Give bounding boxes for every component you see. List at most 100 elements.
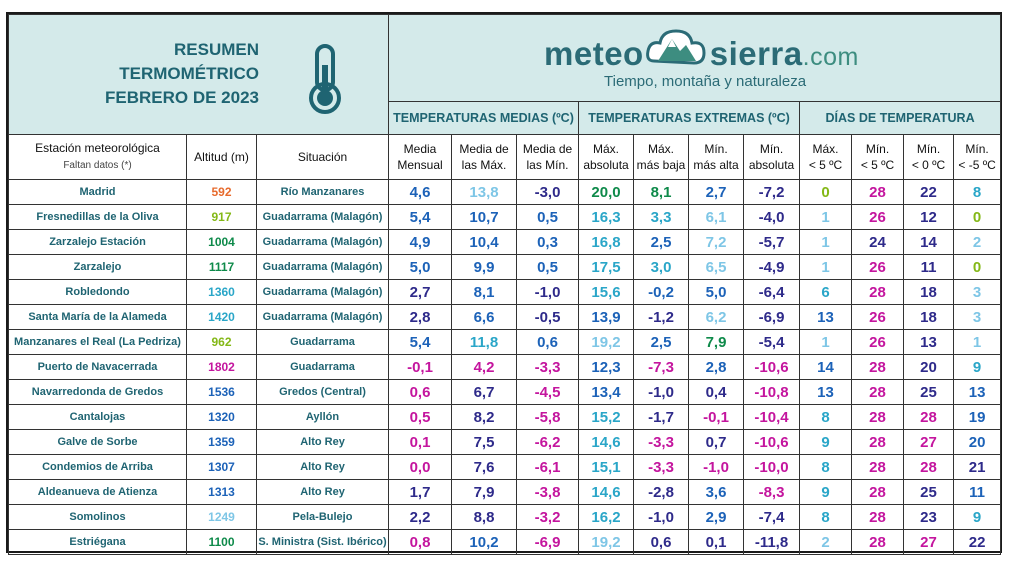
station-name: Galve de Sorbe xyxy=(8,429,187,455)
temperature-value: 0,5 xyxy=(388,404,453,430)
day-count-value: 26 xyxy=(851,304,905,330)
location-value: Río Manzanares xyxy=(255,179,390,205)
day-count-value: 28 xyxy=(851,454,905,480)
day-count-value: 22 xyxy=(903,179,955,205)
altitude-value: 1100 xyxy=(186,529,257,555)
temperature-value: 8,1 xyxy=(633,179,690,205)
temperature-value: 2,8 xyxy=(688,354,745,380)
table-row: Galve de Sorbe 1359 Alto Rey 0,1 7,5 -6,2 14,6… xyxy=(8,429,1002,455)
day-count-value: 0 xyxy=(953,254,1002,280)
temperature-value: -3,3 xyxy=(516,354,580,380)
col-header-min-absoluta: Mín. absoluta xyxy=(743,134,801,180)
day-count-value: 8 xyxy=(799,454,853,480)
temperature-value: 0,6 xyxy=(516,329,580,355)
temperature-value: 0,1 xyxy=(388,429,453,455)
temperature-value: -4,0 xyxy=(743,204,801,230)
temperature-value: 10,7 xyxy=(451,204,518,230)
temperature-value: 6,5 xyxy=(688,254,745,280)
temperature-value: -10,0 xyxy=(743,454,801,480)
day-count-value: 18 xyxy=(903,279,955,305)
temperature-value: -1,0 xyxy=(688,454,745,480)
location-value: Alto Rey xyxy=(255,429,390,455)
day-count-value: 9 xyxy=(799,429,853,455)
location-value: Guadarrama xyxy=(255,329,390,355)
day-count-value: 11 xyxy=(903,254,955,280)
mountain-cloud-icon xyxy=(646,29,706,65)
day-count-value: 14 xyxy=(903,229,955,255)
temperature-value: -4,9 xyxy=(743,254,801,280)
day-count-value: 1 xyxy=(799,204,853,230)
location-value: Alto Rey xyxy=(255,479,390,505)
group-header-extremas: TEMPERATURAS EXTREMAS (ºC) xyxy=(578,101,801,135)
temperature-value: -3,3 xyxy=(633,429,690,455)
temperature-value: 10,4 xyxy=(451,229,518,255)
temperature-value: -8,3 xyxy=(743,479,801,505)
temperature-value: 0,0 xyxy=(388,454,453,480)
table-row: Robledondo 1360 Guadarrama (Malagón) 2,7 8,1… xyxy=(8,279,1002,305)
day-count-value: 1 xyxy=(799,254,853,280)
col-header-estacion: Estación meteorológica Faltan datos (*) xyxy=(8,134,187,180)
temperature-value: -3,8 xyxy=(516,479,580,505)
temperature-value: 17,5 xyxy=(578,254,635,280)
temperature-value: 7,6 xyxy=(451,454,518,480)
col-header-max-mas-baja: Máx. más baja xyxy=(633,134,690,180)
table-row: Aldeanueva de Atienza 1313 Alto Rey 1,7 7,9-… xyxy=(8,479,1002,505)
temperature-value: -7,4 xyxy=(743,504,801,530)
station-name: Zarzalejo Estación xyxy=(8,229,187,255)
temperature-value: 5,0 xyxy=(688,279,745,305)
day-count-value: 28 xyxy=(851,404,905,430)
day-count-value: 0 xyxy=(953,204,1002,230)
temperature-value: -10,6 xyxy=(743,429,801,455)
col-header-altitud: Altitud (m) xyxy=(186,134,257,180)
day-count-value: 21 xyxy=(953,454,1002,480)
temperature-value: 7,2 xyxy=(688,229,745,255)
temperature-value: 4,2 xyxy=(451,354,518,380)
temperature-value: -1,0 xyxy=(633,504,690,530)
temperature-value: -4,5 xyxy=(516,379,580,405)
temperature-value: 8,2 xyxy=(451,404,518,430)
temperature-value: 2,5 xyxy=(633,329,690,355)
location-value: Pela-Bulejo xyxy=(255,504,390,530)
temperature-value: -11,8 xyxy=(743,529,801,555)
temperature-value: 4,9 xyxy=(388,229,453,255)
altitude-value: 1249 xyxy=(186,504,257,530)
summary-table: RESUMEN TERMOMÉTRICO FEBRERO DE 2023 xyxy=(7,14,1002,555)
station-name: Fresnedillas de la Oliva xyxy=(8,204,187,230)
temperature-value: 2,9 xyxy=(688,504,745,530)
day-count-value: 9 xyxy=(953,354,1002,380)
temperature-value: -6,1 xyxy=(516,454,580,480)
temperature-value: -2,8 xyxy=(633,479,690,505)
temperature-value: 15,6 xyxy=(578,279,635,305)
temperature-value: 3,3 xyxy=(633,204,690,230)
col-header-situacion: Situación xyxy=(255,134,390,180)
table-row: Somolinos 1249 Pela-Bulejo 2,2 8,8 -3,2 16,2 -1… xyxy=(8,504,1002,530)
altitude-value: 1360 xyxy=(186,279,257,305)
temperature-value: -0,2 xyxy=(633,279,690,305)
temperature-value: 7,9 xyxy=(451,479,518,505)
temperature-value: -5,7 xyxy=(743,229,801,255)
temperature-value: 2,5 xyxy=(633,229,690,255)
temperature-value: -10,8 xyxy=(743,379,801,405)
altitude-value: 1320 xyxy=(186,404,257,430)
temperature-value: -0,5 xyxy=(516,304,580,330)
thermometer-icon xyxy=(309,43,341,114)
col-header-media-mensual: Media Mensual xyxy=(388,134,453,180)
day-count-value: 6 xyxy=(799,279,853,305)
table-row: Puerto de Navacerrada 1802 Guadarrama -0,1 4… xyxy=(8,354,1002,380)
temperature-value: -10,4 xyxy=(743,404,801,430)
day-count-value: 28 xyxy=(903,454,955,480)
location-value: Guadarrama (Malagón) xyxy=(255,304,390,330)
temperature-value: -7,3 xyxy=(633,354,690,380)
group-header-dias: DÍAS DE TEMPERATURA xyxy=(799,101,1002,135)
temperature-value: -10,6 xyxy=(743,354,801,380)
temperature-value: 6,2 xyxy=(688,304,745,330)
temperature-value: 13,9 xyxy=(578,304,635,330)
station-name: Somolinos xyxy=(8,504,187,530)
temperature-value: 8,1 xyxy=(451,279,518,305)
location-value: S. Ministra (Sist. Ibérico) xyxy=(255,529,390,555)
day-count-value: 1 xyxy=(799,329,853,355)
day-count-value: 9 xyxy=(953,504,1002,530)
day-count-value: 11 xyxy=(953,479,1002,505)
station-name: Puerto de Navacerrada xyxy=(8,354,187,380)
altitude-value: 962 xyxy=(186,329,257,355)
